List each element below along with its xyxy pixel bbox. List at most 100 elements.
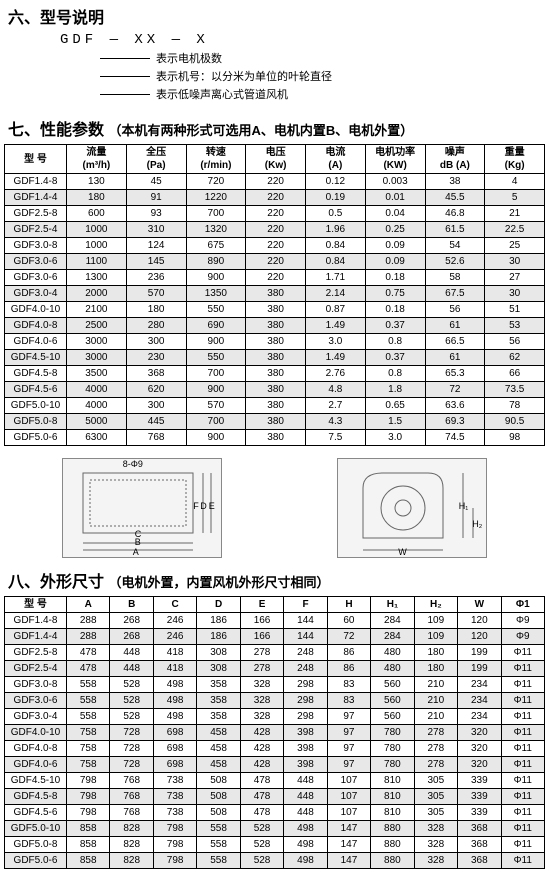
cell: 558	[67, 709, 110, 725]
cell: 147	[327, 837, 370, 853]
cell: 458	[197, 757, 240, 773]
table-row: GDF5.0-6858828798558528498147880328368Φ1…	[5, 853, 545, 869]
dim-header: H₁	[371, 597, 414, 613]
cell: 448	[110, 661, 153, 677]
cell: 560	[371, 677, 414, 693]
cell: 798	[153, 837, 196, 853]
cell: 180	[126, 302, 186, 318]
cell: 234	[458, 709, 501, 725]
cell: 508	[197, 805, 240, 821]
cell: 0.87	[306, 302, 366, 318]
cell: 380	[246, 302, 306, 318]
section8-title-text: 八、外形尺寸	[8, 574, 104, 591]
cell: 698	[153, 741, 196, 757]
dim-header: B	[110, 597, 153, 613]
cell: 738	[153, 805, 196, 821]
cell: 298	[284, 693, 327, 709]
cell: Φ11	[501, 853, 544, 869]
cell: 320	[458, 741, 501, 757]
cell: 368	[126, 366, 186, 382]
cell: 0.84	[306, 238, 366, 254]
cell: 1.71	[306, 270, 366, 286]
cell: 186	[197, 613, 240, 629]
cell: 720	[186, 174, 246, 190]
cell: 30	[485, 286, 545, 302]
cell: 700	[186, 414, 246, 430]
perf-header: 噪声dB (A)	[425, 145, 485, 174]
cell: 220	[246, 238, 306, 254]
cell: 278	[240, 645, 283, 661]
cell: 798	[67, 789, 110, 805]
cell: 4.3	[306, 414, 366, 430]
cell: 528	[110, 677, 153, 693]
cell: 498	[153, 677, 196, 693]
cell: 2500	[67, 318, 127, 334]
cell: 246	[153, 629, 196, 645]
table-row: GDF3.0-655852849835832829883560210234Φ11	[5, 693, 545, 709]
diagrams-row: A B C D E F 8-Φ9 W H₁ H₂	[0, 452, 549, 564]
cell: 858	[67, 821, 110, 837]
cell: 328	[414, 853, 457, 869]
cell: 248	[284, 661, 327, 677]
cell: GDF3.0-6	[5, 693, 67, 709]
cell: 2100	[67, 302, 127, 318]
cell: 61	[425, 350, 485, 366]
cell: 3.0	[365, 430, 425, 446]
cell: 570	[126, 286, 186, 302]
cell: 144	[284, 629, 327, 645]
cell: 220	[246, 174, 306, 190]
cell: 380	[246, 398, 306, 414]
cell: 900	[186, 334, 246, 350]
cell: 0.09	[365, 254, 425, 270]
cell: 380	[246, 350, 306, 366]
cell: GDF4.5-10	[5, 773, 67, 789]
cell: Φ11	[501, 661, 544, 677]
cell: 234	[458, 693, 501, 709]
cell: 0.37	[365, 318, 425, 334]
cell: Φ11	[501, 789, 544, 805]
cell: 220	[246, 190, 306, 206]
cell: 305	[414, 789, 457, 805]
cell: 74.5	[425, 430, 485, 446]
model-description: GDF — XX — X 表示电机极数 表示机号：以分米为单位的叶轮直径 表示低…	[0, 32, 549, 112]
cell: 328	[414, 821, 457, 837]
cell: 186	[197, 629, 240, 645]
cell: 3.0	[306, 334, 366, 350]
cell: 91	[126, 190, 186, 206]
cell: 288	[67, 613, 110, 629]
cell: 180	[414, 661, 457, 677]
cell: 69.3	[425, 414, 485, 430]
cell: GDF1.4-4	[5, 629, 67, 645]
table-row: GDF3.0-4200057013503802.140.7567.530	[5, 286, 545, 302]
table-row: GDF1.4-428826824618616614472284109120Φ9	[5, 629, 545, 645]
cell: GDF4.5-8	[5, 789, 67, 805]
cell: 56	[485, 334, 545, 350]
cell: 1100	[67, 254, 127, 270]
cell: 305	[414, 805, 457, 821]
cell: 166	[240, 629, 283, 645]
cell: 280	[126, 318, 186, 334]
cell: 528	[240, 837, 283, 853]
cell: 550	[186, 350, 246, 366]
cell: 97	[327, 741, 370, 757]
cell: 284	[371, 629, 414, 645]
desc-line-1: 表示机号：以分米为单位的叶轮直径	[156, 68, 332, 84]
cell: 700	[186, 206, 246, 222]
cell: 120	[458, 613, 501, 629]
cell: 448	[284, 805, 327, 821]
dim-header: F	[284, 597, 327, 613]
cell: 858	[67, 853, 110, 869]
cell: 900	[186, 270, 246, 286]
cell: 22.5	[485, 222, 545, 238]
cell: 380	[246, 366, 306, 382]
cell: 798	[153, 853, 196, 869]
cell: 1.49	[306, 350, 366, 366]
dim-phi: 8-Φ9	[123, 459, 143, 469]
cell: 478	[240, 805, 283, 821]
cell: 768	[110, 789, 153, 805]
cell: 498	[153, 709, 196, 725]
cell: 97	[327, 709, 370, 725]
cell: 124	[126, 238, 186, 254]
cell: 320	[458, 725, 501, 741]
table-row: GDF4.5-1030002305503801.490.376162	[5, 350, 545, 366]
